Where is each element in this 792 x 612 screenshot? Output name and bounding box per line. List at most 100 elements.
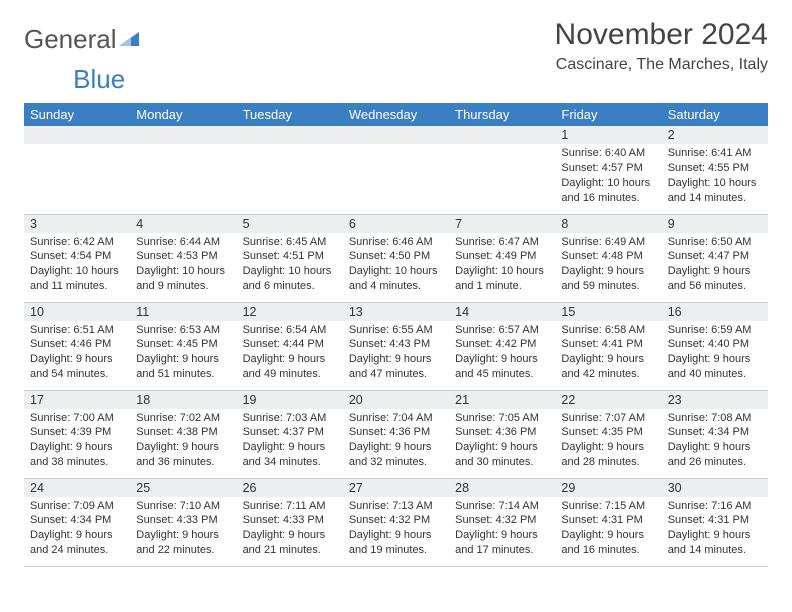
calendar-day-cell bbox=[237, 126, 343, 214]
daylight-text: Daylight: 10 hours and 9 minutes. bbox=[136, 264, 230, 294]
sunrise-text: Sunrise: 6:40 AM bbox=[561, 146, 655, 161]
calendar-day-cell: 29Sunrise: 7:15 AMSunset: 4:31 PMDayligh… bbox=[555, 478, 661, 566]
calendar-day-cell: 7Sunrise: 6:47 AMSunset: 4:49 PMDaylight… bbox=[449, 214, 555, 302]
weekday-header: Thursday bbox=[449, 103, 555, 126]
sunset-text: Sunset: 4:32 PM bbox=[455, 513, 549, 528]
day-details: Sunrise: 6:45 AMSunset: 4:51 PMDaylight:… bbox=[237, 233, 343, 298]
calendar-day-cell: 25Sunrise: 7:10 AMSunset: 4:33 PMDayligh… bbox=[130, 478, 236, 566]
day-number: 30 bbox=[662, 479, 768, 497]
day-number: 4 bbox=[130, 215, 236, 233]
calendar-day-cell: 6Sunrise: 6:46 AMSunset: 4:50 PMDaylight… bbox=[343, 214, 449, 302]
calendar-day-cell: 1Sunrise: 6:40 AMSunset: 4:57 PMDaylight… bbox=[555, 126, 661, 214]
sunset-text: Sunset: 4:50 PM bbox=[349, 249, 443, 264]
sunset-text: Sunset: 4:45 PM bbox=[136, 337, 230, 352]
day-number: 16 bbox=[662, 303, 768, 321]
day-details: Sunrise: 7:14 AMSunset: 4:32 PMDaylight:… bbox=[449, 497, 555, 562]
day-number: 17 bbox=[24, 391, 130, 409]
daylight-text: Daylight: 9 hours and 19 minutes. bbox=[349, 528, 443, 558]
day-details: Sunrise: 7:03 AMSunset: 4:37 PMDaylight:… bbox=[237, 409, 343, 474]
day-details: Sunrise: 6:54 AMSunset: 4:44 PMDaylight:… bbox=[237, 321, 343, 386]
weekday-header: Tuesday bbox=[237, 103, 343, 126]
sunrise-text: Sunrise: 6:59 AM bbox=[668, 323, 762, 338]
sunrise-text: Sunrise: 6:41 AM bbox=[668, 146, 762, 161]
daylight-text: Daylight: 9 hours and 32 minutes. bbox=[349, 440, 443, 470]
sunrise-text: Sunrise: 7:05 AM bbox=[455, 411, 549, 426]
sunset-text: Sunset: 4:33 PM bbox=[136, 513, 230, 528]
daylight-text: Daylight: 9 hours and 24 minutes. bbox=[30, 528, 124, 558]
calendar-day-cell: 11Sunrise: 6:53 AMSunset: 4:45 PMDayligh… bbox=[130, 302, 236, 390]
sunset-text: Sunset: 4:55 PM bbox=[668, 161, 762, 176]
calendar-day-cell: 10Sunrise: 6:51 AMSunset: 4:46 PMDayligh… bbox=[24, 302, 130, 390]
day-details: Sunrise: 6:49 AMSunset: 4:48 PMDaylight:… bbox=[555, 233, 661, 298]
logo: General bbox=[24, 18, 141, 55]
month-title: November 2024 bbox=[555, 18, 768, 52]
daylight-text: Daylight: 9 hours and 47 minutes. bbox=[349, 352, 443, 382]
logo-text-1: General bbox=[24, 24, 117, 55]
logo-text-2: Blue bbox=[73, 64, 125, 95]
day-number: 12 bbox=[237, 303, 343, 321]
sunset-text: Sunset: 4:41 PM bbox=[561, 337, 655, 352]
daylight-text: Daylight: 9 hours and 38 minutes. bbox=[30, 440, 124, 470]
calendar-day-cell: 13Sunrise: 6:55 AMSunset: 4:43 PMDayligh… bbox=[343, 302, 449, 390]
calendar-day-cell: 20Sunrise: 7:04 AMSunset: 4:36 PMDayligh… bbox=[343, 390, 449, 478]
day-number: 5 bbox=[237, 215, 343, 233]
calendar-day-cell: 26Sunrise: 7:11 AMSunset: 4:33 PMDayligh… bbox=[237, 478, 343, 566]
day-details: Sunrise: 7:07 AMSunset: 4:35 PMDaylight:… bbox=[555, 409, 661, 474]
sunrise-text: Sunrise: 6:47 AM bbox=[455, 235, 549, 250]
logo-triangle-icon bbox=[119, 24, 141, 55]
daylight-text: Daylight: 9 hours and 14 minutes. bbox=[668, 528, 762, 558]
weekday-header: Wednesday bbox=[343, 103, 449, 126]
day-number: 24 bbox=[24, 479, 130, 497]
calendar-day-cell: 3Sunrise: 6:42 AMSunset: 4:54 PMDaylight… bbox=[24, 214, 130, 302]
daylight-text: Daylight: 9 hours and 30 minutes. bbox=[455, 440, 549, 470]
calendar-day-cell: 17Sunrise: 7:00 AMSunset: 4:39 PMDayligh… bbox=[24, 390, 130, 478]
calendar-day-cell: 21Sunrise: 7:05 AMSunset: 4:36 PMDayligh… bbox=[449, 390, 555, 478]
sunrise-text: Sunrise: 6:44 AM bbox=[136, 235, 230, 250]
daylight-text: Daylight: 9 hours and 42 minutes. bbox=[561, 352, 655, 382]
daylight-text: Daylight: 9 hours and 54 minutes. bbox=[30, 352, 124, 382]
day-details: Sunrise: 7:02 AMSunset: 4:38 PMDaylight:… bbox=[130, 409, 236, 474]
sunset-text: Sunset: 4:34 PM bbox=[668, 425, 762, 440]
calendar-day-cell bbox=[24, 126, 130, 214]
day-details: Sunrise: 6:44 AMSunset: 4:53 PMDaylight:… bbox=[130, 233, 236, 298]
sunrise-text: Sunrise: 7:14 AM bbox=[455, 499, 549, 514]
day-number bbox=[449, 126, 555, 144]
sunrise-text: Sunrise: 6:51 AM bbox=[30, 323, 124, 338]
day-number: 20 bbox=[343, 391, 449, 409]
day-details: Sunrise: 6:41 AMSunset: 4:55 PMDaylight:… bbox=[662, 144, 768, 209]
daylight-text: Daylight: 10 hours and 14 minutes. bbox=[668, 176, 762, 206]
sunset-text: Sunset: 4:38 PM bbox=[136, 425, 230, 440]
sunrise-text: Sunrise: 7:16 AM bbox=[668, 499, 762, 514]
day-number: 7 bbox=[449, 215, 555, 233]
sunrise-text: Sunrise: 7:10 AM bbox=[136, 499, 230, 514]
sunrise-text: Sunrise: 6:53 AM bbox=[136, 323, 230, 338]
day-number: 29 bbox=[555, 479, 661, 497]
day-number: 21 bbox=[449, 391, 555, 409]
day-number bbox=[24, 126, 130, 144]
daylight-text: Daylight: 10 hours and 6 minutes. bbox=[243, 264, 337, 294]
daylight-text: Daylight: 9 hours and 34 minutes. bbox=[243, 440, 337, 470]
day-number: 18 bbox=[130, 391, 236, 409]
location-label: Cascinare, The Marches, Italy bbox=[555, 56, 768, 74]
day-number: 10 bbox=[24, 303, 130, 321]
sunset-text: Sunset: 4:32 PM bbox=[349, 513, 443, 528]
day-number: 27 bbox=[343, 479, 449, 497]
daylight-text: Daylight: 10 hours and 4 minutes. bbox=[349, 264, 443, 294]
day-details: Sunrise: 7:00 AMSunset: 4:39 PMDaylight:… bbox=[24, 409, 130, 474]
sunrise-text: Sunrise: 6:46 AM bbox=[349, 235, 443, 250]
sunset-text: Sunset: 4:47 PM bbox=[668, 249, 762, 264]
weekday-header: Monday bbox=[130, 103, 236, 126]
day-number: 19 bbox=[237, 391, 343, 409]
daylight-text: Daylight: 9 hours and 40 minutes. bbox=[668, 352, 762, 382]
daylight-text: Daylight: 9 hours and 59 minutes. bbox=[561, 264, 655, 294]
daylight-text: Daylight: 9 hours and 16 minutes. bbox=[561, 528, 655, 558]
day-details: Sunrise: 6:55 AMSunset: 4:43 PMDaylight:… bbox=[343, 321, 449, 386]
calendar-day-cell: 22Sunrise: 7:07 AMSunset: 4:35 PMDayligh… bbox=[555, 390, 661, 478]
sunrise-text: Sunrise: 6:55 AM bbox=[349, 323, 443, 338]
day-number: 8 bbox=[555, 215, 661, 233]
sunset-text: Sunset: 4:51 PM bbox=[243, 249, 337, 264]
day-number: 1 bbox=[555, 126, 661, 144]
calendar-week-row: 17Sunrise: 7:00 AMSunset: 4:39 PMDayligh… bbox=[24, 390, 768, 478]
day-details: Sunrise: 7:05 AMSunset: 4:36 PMDaylight:… bbox=[449, 409, 555, 474]
sunrise-text: Sunrise: 7:04 AM bbox=[349, 411, 443, 426]
